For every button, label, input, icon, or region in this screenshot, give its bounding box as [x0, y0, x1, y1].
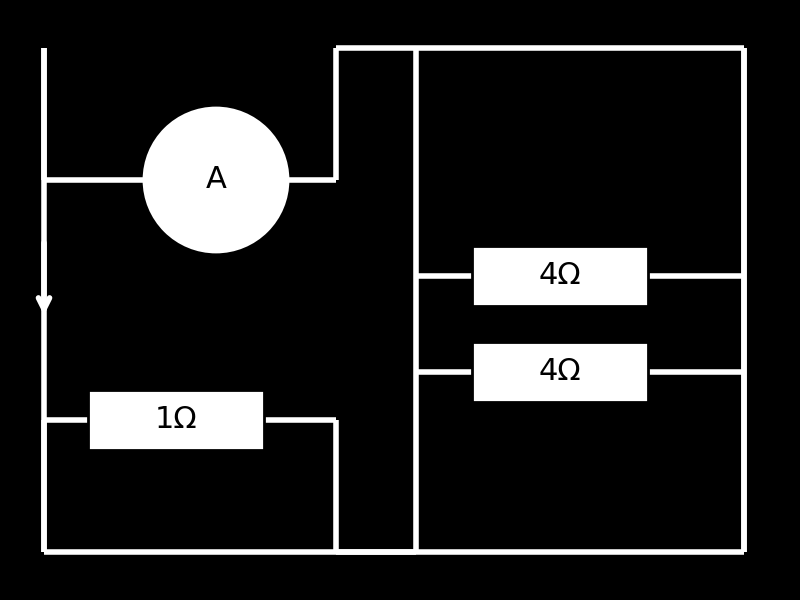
Text: 1Ω: 1Ω: [154, 406, 198, 434]
Text: 4Ω: 4Ω: [538, 262, 582, 290]
Bar: [472, 342, 648, 402]
Bar: [88, 390, 264, 450]
Ellipse shape: [144, 108, 288, 252]
Bar: [472, 246, 648, 306]
Text: A: A: [206, 166, 226, 194]
Text: 4Ω: 4Ω: [538, 358, 582, 386]
